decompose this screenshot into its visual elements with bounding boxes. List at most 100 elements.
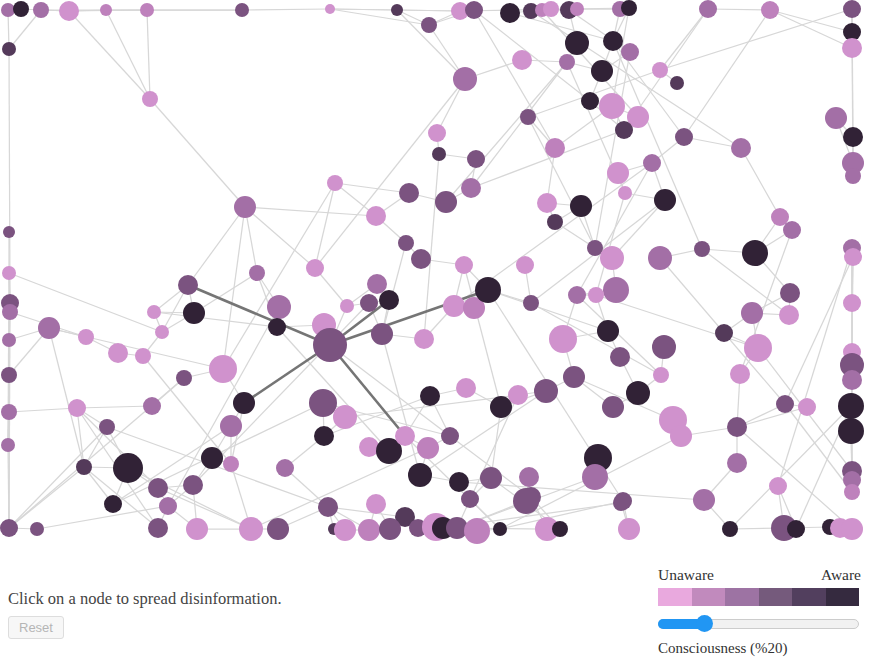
graph-node[interactable] [314,426,334,446]
graph-node[interactable] [603,31,623,51]
graph-node[interactable] [209,355,237,383]
graph-node[interactable] [313,328,347,362]
graph-node[interactable] [493,522,507,536]
graph-node[interactable] [148,478,168,498]
graph-node[interactable] [588,287,604,303]
graph-node[interactable] [621,43,639,61]
graph-node[interactable] [843,127,863,147]
graph-node[interactable] [201,447,223,469]
graph-node[interactable] [441,427,459,445]
graph-node[interactable] [2,304,18,320]
graph-node[interactable] [391,4,403,16]
graph-node[interactable] [325,4,335,14]
graph-node[interactable] [744,334,772,362]
graph-node[interactable] [783,221,801,239]
graph-node[interactable] [715,324,733,342]
graph-node[interactable] [798,398,816,416]
graph-node[interactable] [30,522,44,536]
graph-node[interactable] [842,370,862,390]
graph-node[interactable] [618,518,640,540]
graph-node[interactable] [432,147,446,161]
graph-node[interactable] [449,472,469,492]
graph-node[interactable] [843,0,861,18]
graph-node[interactable] [38,317,60,339]
graph-node[interactable] [140,3,154,17]
graph-node[interactable] [249,265,265,281]
graph-node[interactable] [113,453,143,483]
graph-node[interactable] [239,517,263,541]
graph-node[interactable] [643,154,661,172]
graph-node[interactable] [727,417,747,437]
graph-node[interactable] [379,290,399,310]
graph-node[interactable] [183,475,203,495]
graph-node[interactable] [267,518,289,540]
graph-node[interactable] [408,463,432,487]
graph-node[interactable] [99,419,115,435]
graph-node[interactable] [621,0,637,16]
graph-node[interactable] [318,497,338,517]
graph-node[interactable] [334,519,356,541]
graph-node[interactable] [699,0,717,18]
graph-node[interactable] [428,124,446,142]
network-graph[interactable] [0,0,877,570]
reset-button[interactable]: Reset [8,616,64,639]
graph-node[interactable] [587,240,603,256]
graph-node[interactable] [603,277,629,303]
graph-node[interactable] [359,437,379,457]
graph-node[interactable] [600,246,624,270]
slider-thumb[interactable] [696,615,713,632]
graph-node[interactable] [610,347,630,367]
graph-node[interactable] [2,42,16,56]
graph-node[interactable] [379,518,401,540]
graph-node[interactable] [233,392,255,414]
graph-node[interactable] [648,246,672,270]
graph-node[interactable] [455,256,473,274]
graph-node[interactable] [360,294,378,312]
graph-node[interactable] [2,333,16,347]
graph-node[interactable] [844,484,860,500]
graph-node[interactable] [779,305,799,325]
graph-node[interactable] [607,162,629,184]
graph-node[interactable] [467,150,485,168]
graph-node[interactable] [59,1,79,21]
graph-node[interactable] [33,2,49,18]
graph-node[interactable] [186,518,208,540]
graph-node[interactable] [78,329,94,345]
graph-node[interactable] [581,92,599,110]
graph-node[interactable] [465,1,483,19]
graph-node[interactable] [652,335,676,359]
graph-node[interactable] [519,467,539,487]
consciousness-slider[interactable] [658,615,859,632]
graph-node[interactable] [769,477,787,495]
graph-node[interactable] [435,191,457,213]
graph-node[interactable] [453,67,477,91]
graph-node[interactable] [100,4,112,16]
graph-node[interactable] [537,193,557,213]
graph-node[interactable] [599,93,625,119]
graph-node[interactable] [155,325,169,339]
graph-node[interactable] [787,520,805,538]
graph-node[interactable] [267,295,291,319]
graph-node[interactable] [135,348,151,364]
graph-node[interactable] [371,323,393,345]
graph-node[interactable] [0,519,18,537]
graph-node[interactable] [597,320,619,342]
graph-node[interactable] [235,3,249,17]
graph-node[interactable] [570,195,592,217]
graph-node[interactable] [395,426,415,446]
graph-node[interactable] [464,518,490,544]
graph-node[interactable] [694,241,710,257]
graph-node[interactable] [543,1,559,17]
graph-node[interactable] [456,378,476,398]
graph-node[interactable] [142,91,158,107]
graph-node[interactable] [340,299,354,313]
graph-node[interactable] [722,521,738,537]
graph-node[interactable] [327,175,343,191]
graph-node[interactable] [693,489,715,511]
graph-node[interactable] [234,196,256,218]
graph-node[interactable] [3,226,15,238]
graph-node[interactable] [333,405,357,429]
graph-node[interactable] [534,379,558,403]
graph-node[interactable] [741,302,763,324]
graph-node[interactable] [421,17,437,33]
